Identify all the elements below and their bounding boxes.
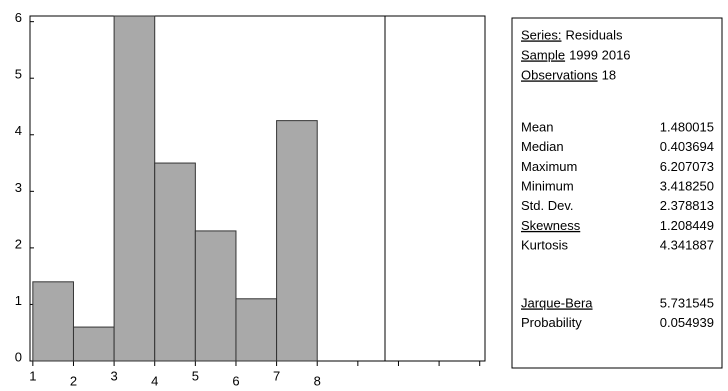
stat-value: 6.207073 (660, 159, 714, 174)
x-tick-label: 1 (29, 368, 36, 383)
bar (32, 281, 74, 362)
bar (276, 120, 318, 362)
stat-label: Median (521, 139, 564, 154)
y-tick-label: 3 (15, 180, 22, 195)
stat-value: 0.054939 (660, 315, 714, 330)
x-tick-label: 5 (192, 368, 199, 383)
y-tick-label: 4 (15, 123, 22, 138)
header-label: Sample (521, 47, 565, 62)
x-tick-label: 2 (70, 373, 77, 386)
header-label: Series: (521, 27, 561, 42)
stat-value: 4.341887 (660, 238, 714, 253)
stats-box (511, 17, 723, 369)
bar (235, 298, 278, 362)
header-value: Residuals (565, 27, 623, 42)
x-tick-label: 3 (110, 368, 117, 383)
stat-label: Kurtosis (521, 238, 568, 253)
x-tick-label: 4 (151, 373, 158, 386)
y-tick-label: 6 (15, 10, 22, 25)
stat-value: 1.208449 (660, 218, 714, 233)
header-value: 18 (602, 67, 616, 82)
stat-label: Std. Dev. (521, 198, 574, 213)
bar (154, 162, 196, 362)
y-tick-label: 2 (15, 236, 22, 251)
stat-value: 2.378813 (660, 198, 714, 213)
header-value: 1999 2016 (569, 47, 630, 62)
x-tick-label: 6 (232, 373, 239, 386)
y-tick-label: 1 (15, 293, 22, 308)
stat-label: Probability (521, 315, 582, 330)
stat-value: 0.403694 (660, 139, 714, 154)
x-tick-label: 8 (314, 373, 321, 386)
stat-label: Maximum (521, 159, 577, 174)
stat-label: Jarque-Bera (521, 295, 593, 310)
stat-value: 3.418250 (660, 179, 714, 194)
x-tick-label: 7 (273, 368, 280, 383)
stat-label: Skewness (521, 218, 581, 233)
y-tick-label: 0 (15, 349, 22, 364)
bar (72, 326, 115, 362)
stat-label: Minimum (521, 179, 574, 194)
bar (194, 230, 237, 362)
header-label: Observations (521, 67, 598, 82)
y-tick-label: 5 (15, 67, 22, 82)
stat-value: 1.480015 (660, 119, 714, 134)
stat-value: 5.731545 (660, 295, 714, 310)
bar (113, 15, 156, 362)
stat-label: Mean (521, 119, 554, 134)
